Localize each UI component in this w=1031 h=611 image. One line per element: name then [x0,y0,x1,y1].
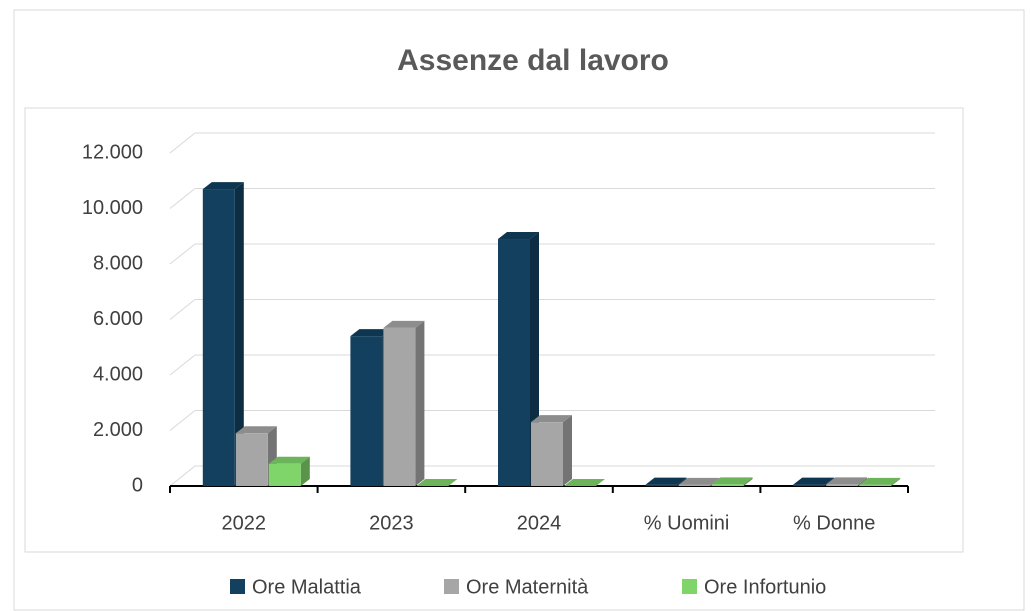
grid-line-side [169,299,196,320]
bar-side [300,456,310,486]
bar [350,336,383,486]
chart-title: Assenze dal lavoro [397,44,669,77]
x-tick-label: 2023 [369,512,414,534]
bar [498,239,530,486]
x-tick-label: 2022 [222,512,267,534]
plot-frame [24,107,964,553]
bar [711,484,744,486]
bar-top [416,479,458,486]
grid-line-side [169,188,196,209]
bar [235,433,268,486]
bar-top [235,426,277,434]
bar-top [498,232,539,240]
bar-top [350,329,392,337]
legend-label: Ore Malattia [252,576,362,598]
x-tick-label: 2024 [517,512,562,534]
bar [793,484,826,486]
y-tick-label: 0 [132,474,143,496]
bar-side [891,477,901,486]
bar [645,484,678,486]
bar-side [743,477,753,486]
grid-line-side [169,354,196,376]
grid-line-side [169,132,196,154]
x-tick-label: % Donne [793,512,875,534]
legend-swatch [444,579,459,594]
bar-top [793,477,835,485]
bar-top [678,477,720,485]
x-tick-label: % Uomini [644,512,730,534]
bar-top [564,479,605,486]
bar [531,422,563,486]
bar-top [859,477,901,485]
bar [826,484,859,486]
bar-top [202,182,244,190]
y-tick-label: 8.000 [93,252,143,274]
bar-top [268,456,310,464]
legend-label: Ore Maternità [466,576,589,598]
bar [859,484,892,486]
bar-side [234,182,244,486]
legend-label: Ore Infortunio [704,576,826,598]
bar-side [677,477,687,486]
grid-line-side [169,465,196,487]
bar-top [645,477,687,485]
y-tick-label: 12.000 [82,141,143,163]
bar-top [826,477,868,485]
legend-swatch [682,579,697,594]
bar [678,484,711,486]
grid-line-side [169,243,196,265]
y-tick-label: 6.000 [93,308,143,330]
bar-top [711,477,753,485]
bar [383,327,416,486]
y-tick-label: 4.000 [93,363,143,385]
bar-top [383,320,425,328]
y-tick-label: 2.000 [93,419,143,441]
bar [202,189,235,486]
bar-top [531,415,572,423]
legend-swatch [230,579,245,594]
grid-line-side [169,410,196,431]
bar [268,463,301,486]
y-tick-label: 10.000 [82,197,143,219]
bar-side [563,415,572,486]
bar-side [415,320,425,486]
bar-side [858,477,868,486]
